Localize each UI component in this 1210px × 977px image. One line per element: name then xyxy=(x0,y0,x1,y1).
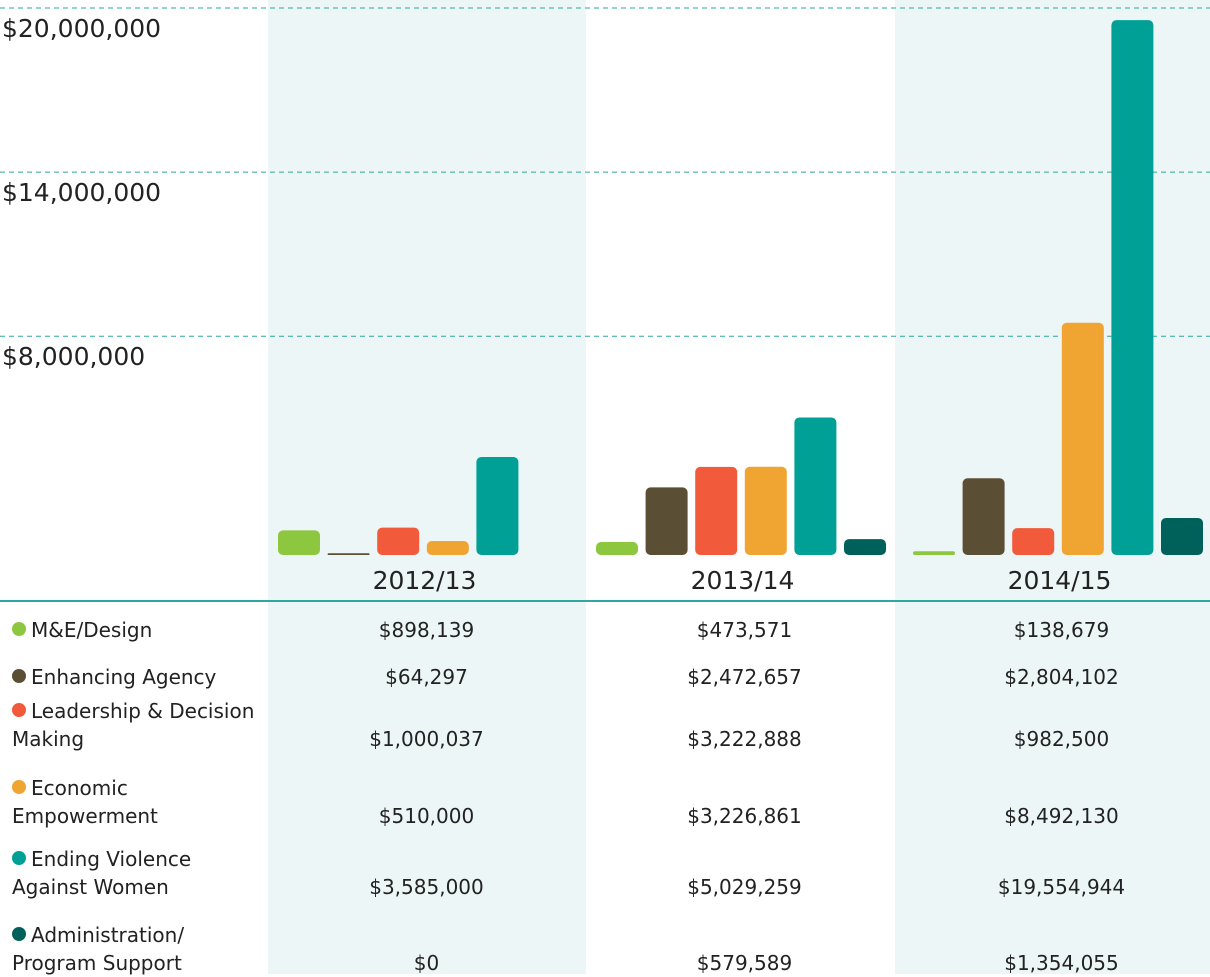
legend-label: Economic Empowerment xyxy=(12,776,158,828)
value-cell: $982,500 xyxy=(1013,727,1110,751)
value-cell: $19,554,944 xyxy=(997,875,1126,899)
value-cell: $579,589 xyxy=(696,951,793,975)
bar xyxy=(1161,517,1203,555)
bar xyxy=(645,487,688,555)
table-row: Ending Violence Against Women $3,585,000 $… xyxy=(0,845,1210,901)
legend-dot xyxy=(12,927,26,941)
value-cell: $473,571 xyxy=(696,618,793,642)
row-label: Enhancing Agency xyxy=(12,663,270,691)
bar xyxy=(962,478,1005,555)
bar xyxy=(278,530,320,555)
bar xyxy=(913,551,955,555)
row-label: M&E/Design xyxy=(12,616,270,644)
value-cell: $64,297 xyxy=(385,665,468,689)
legend-dot xyxy=(12,622,26,636)
legend-label: Ending Violence Against Women xyxy=(12,847,192,899)
bar xyxy=(1061,322,1104,555)
row-label: Leadership & Decision Making xyxy=(12,697,270,753)
row-label: Economic Empowerment xyxy=(12,774,270,830)
table-row: M&E/Design $898,139 $473,571 $138,679 xyxy=(0,616,1210,644)
y-tick-label: $14,000,000 xyxy=(2,178,161,207)
legend-dot xyxy=(12,703,26,717)
legend-label: M&E/Design xyxy=(31,618,153,642)
row-label: Administration/ Program Support xyxy=(12,921,270,977)
value-cell: $8,492,130 xyxy=(1004,804,1119,828)
x-tick-label: 2014/15 xyxy=(1008,566,1112,595)
bar xyxy=(377,527,420,555)
value-cell: $3,585,000 xyxy=(369,875,484,899)
column-shade xyxy=(895,0,1210,974)
table-row: Leadership & Decision Making $1,000,037 $3… xyxy=(0,697,1210,753)
bar xyxy=(426,541,469,555)
bar xyxy=(1012,528,1055,555)
y-tick-label: $8,000,000 xyxy=(2,342,145,371)
table-row: Administration/ Program Support $0 $579,58… xyxy=(0,921,1210,977)
bar xyxy=(844,539,886,555)
value-cell: $138,679 xyxy=(1013,618,1110,642)
legend-dot xyxy=(12,851,26,865)
legend-label: Administration/ Program Support xyxy=(12,923,185,975)
value-cell: $898,139 xyxy=(378,618,475,642)
bar xyxy=(596,542,638,555)
bar xyxy=(695,466,738,555)
value-cell: $3,222,888 xyxy=(687,727,802,751)
table-row: Economic Empowerment $510,000 $3,226,861 $8… xyxy=(0,774,1210,830)
row-label: Ending Violence Against Women xyxy=(12,845,270,901)
y-tick-label: $20,000,000 xyxy=(2,14,161,43)
legend-label: Enhancing Agency xyxy=(31,665,217,689)
table-row: Enhancing Agency $64,297 $2,472,657 $2,804,… xyxy=(0,663,1210,691)
legend-label: Leadership & Decision Making xyxy=(12,699,255,751)
value-cell: $510,000 xyxy=(378,804,475,828)
x-tick-label: 2013/14 xyxy=(691,566,795,595)
bar xyxy=(327,553,370,555)
legend-dot xyxy=(12,669,26,683)
value-cell: $1,354,055 xyxy=(1004,951,1119,975)
bar xyxy=(476,456,519,555)
bar xyxy=(794,417,837,555)
value-cell: $0 xyxy=(413,951,440,975)
bar xyxy=(744,466,787,555)
legend-dot xyxy=(12,780,26,794)
value-cell: $2,472,657 xyxy=(687,665,802,689)
value-cell: $3,226,861 xyxy=(687,804,802,828)
x-tick-label: 2012/13 xyxy=(373,566,477,595)
column-shade xyxy=(268,0,586,974)
value-cell: $5,029,259 xyxy=(687,875,802,899)
value-cell: $2,804,102 xyxy=(1004,665,1119,689)
bar xyxy=(1111,20,1154,555)
value-cell: $1,000,037 xyxy=(369,727,484,751)
